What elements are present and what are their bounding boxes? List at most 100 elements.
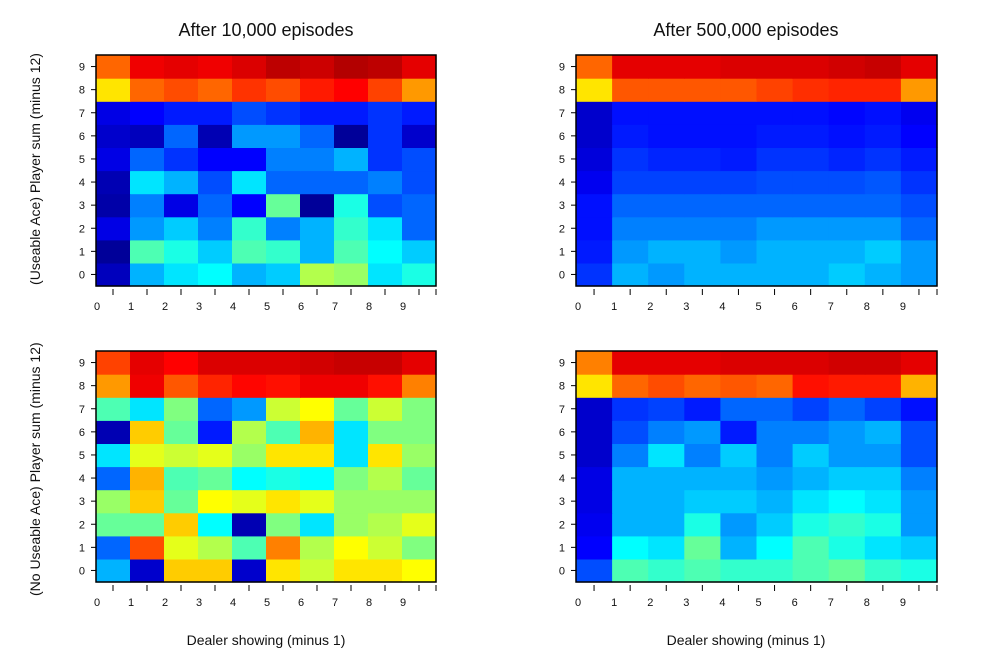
heatmap-cell: [198, 374, 233, 398]
heatmap-cell: [720, 239, 758, 264]
heatmap-cell: [900, 535, 938, 560]
heatmap-cell: [130, 147, 165, 172]
heatmap-cell: [368, 512, 403, 537]
heatmap-cell: [684, 239, 721, 264]
x-tick-label: 1: [128, 597, 134, 609]
heatmap-cell: [300, 101, 335, 125]
heatmap-cell: [402, 78, 437, 102]
heatmap-cell: [96, 397, 131, 421]
heatmap-cell: [164, 55, 199, 79]
heatmap-cell: [612, 512, 649, 537]
heatmap-cell: [232, 535, 267, 560]
heatmap-cell: [612, 443, 649, 468]
heatmap-panel-bottom-left: 0 1 2 3 4 5 6 7 8 9 0 1 2 3 4 5 6 7 8 9: [79, 350, 437, 609]
heatmap-cell: [720, 397, 758, 421]
heatmap-cell: [300, 124, 335, 148]
heatmap-cell: [368, 262, 403, 287]
heatmap-panel-bottom-right: 0 1 2 3 4 5 6 7 8 9 0 1 2 3 4 5 6 7 8 9: [559, 350, 938, 609]
heatmap-cell: [792, 147, 830, 172]
y-tick-label: 5: [559, 154, 565, 166]
heatmap-cell: [266, 351, 301, 375]
x-tick-label: 5: [264, 301, 270, 313]
heatmap-cell: [164, 351, 199, 375]
y-tick-label: 3: [79, 496, 85, 508]
heatmap-cell: [828, 374, 866, 398]
heatmap-cell: [368, 397, 403, 421]
heatmap-cell: [792, 262, 830, 287]
heatmap-cell: [612, 124, 649, 148]
heatmap-cell: [266, 55, 301, 79]
heatmap-cell: [96, 216, 131, 241]
x-tick-label: 3: [683, 301, 689, 313]
heatmap-cell: [756, 443, 794, 468]
heatmap-cell: [164, 397, 199, 421]
heatmap-cell: [612, 55, 649, 79]
heatmap-cell: [164, 170, 199, 195]
heatmap-cell: [792, 420, 830, 444]
x-tick-label: 2: [162, 301, 168, 313]
heatmap-cell: [198, 124, 233, 148]
heatmap-cell: [828, 170, 866, 195]
x-tick-label: 9: [400, 597, 406, 609]
heatmap-cell: [300, 78, 335, 102]
heatmap-cell: [368, 535, 403, 560]
heatmap-cell: [612, 466, 649, 491]
heatmap-cell: [130, 55, 165, 79]
heatmap-cell: [648, 351, 685, 375]
heatmap-cell: [720, 101, 758, 125]
heatmap-cell: [164, 101, 199, 125]
heatmap-cell: [792, 512, 830, 537]
heatmap-cell: [164, 420, 199, 444]
heatmap-cell: [900, 78, 938, 102]
y-tick-label: 7: [559, 404, 565, 416]
x-tick-label: 6: [792, 301, 798, 313]
heatmap-cell: [130, 558, 165, 583]
heatmap-cell: [720, 351, 758, 375]
x-tick-label: 8: [366, 301, 372, 313]
x-tick-label: 8: [864, 597, 870, 609]
heatmap-cell: [792, 55, 830, 79]
heatmap-cell: [900, 55, 938, 79]
heatmap-cell: [232, 170, 267, 195]
heatmap-cell: [756, 351, 794, 375]
heatmap-cell: [576, 558, 613, 583]
heatmap-cell: [96, 55, 131, 79]
heatmap-cell: [900, 170, 938, 195]
y-tick-label: 1: [79, 542, 85, 554]
heatmap-cell: [684, 374, 721, 398]
heatmap-cell: [266, 147, 301, 172]
heatmap-cell: [300, 512, 335, 537]
heatmap-cell: [368, 124, 403, 148]
y-tick-label: 3: [559, 200, 565, 212]
heatmap-cell: [266, 170, 301, 195]
heatmap-cell: [756, 262, 794, 287]
heatmap-cell: [576, 374, 613, 398]
heatmap-cell: [96, 443, 131, 468]
heatmap-cell: [576, 262, 613, 287]
heatmap-cell: [684, 124, 721, 148]
y-tick-label: 2: [559, 519, 565, 531]
heatmap-cell: [684, 262, 721, 287]
heatmap-cell: [900, 466, 938, 491]
heatmap-cell: [130, 193, 165, 218]
heatmap-cell: [198, 216, 233, 241]
heatmap-cell: [720, 216, 758, 241]
heatmap-cell: [368, 216, 403, 241]
heatmap-cell: [720, 78, 758, 102]
heatmap-cell: [96, 512, 131, 537]
y-tick-label: 6: [79, 427, 85, 439]
heatmap-cell: [130, 397, 165, 421]
x-tick-label: 9: [400, 301, 406, 313]
heatmap-cell: [130, 101, 165, 125]
x-tick-label: 8: [366, 597, 372, 609]
heatmap-cell: [756, 78, 794, 102]
heatmap-cell: [300, 489, 335, 514]
heatmap-cell: [232, 262, 267, 287]
heatmap-cell: [130, 512, 165, 537]
y-tick-label: 4: [79, 177, 85, 189]
heatmap-cell: [232, 374, 267, 398]
heatmap-cell: [402, 216, 437, 241]
heatmap-cell: [198, 147, 233, 172]
y-tick-label: 9: [559, 62, 565, 74]
heatmap-cell: [684, 351, 721, 375]
